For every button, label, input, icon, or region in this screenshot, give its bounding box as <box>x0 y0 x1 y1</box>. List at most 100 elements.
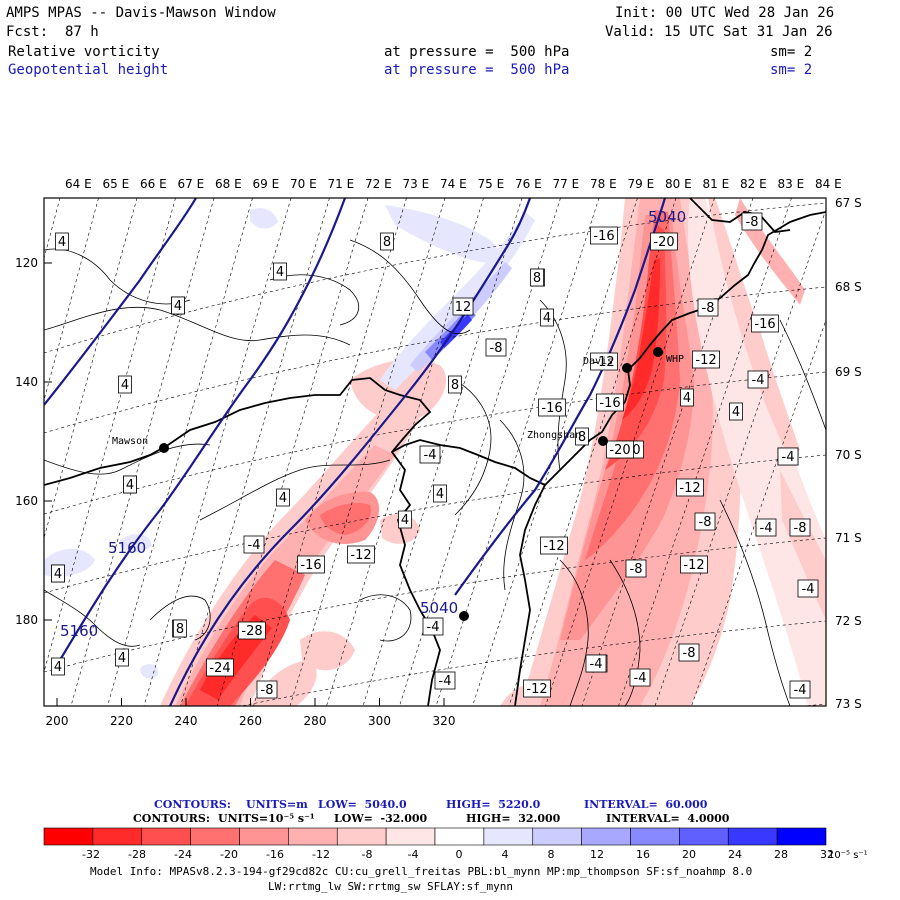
field2-name: Geopotential height <box>8 62 169 78</box>
longitude-line <box>545 198 715 706</box>
vorticity-contour <box>269 274 360 326</box>
vorticity-contour <box>609 559 641 706</box>
vorticity-label: -20 <box>650 232 678 251</box>
svg-text:-8: -8 <box>630 562 643 577</box>
vorticity-label: -12 <box>676 478 704 497</box>
svg-text:-12: -12 <box>695 353 716 368</box>
colorbar-label: -32 <box>82 848 100 861</box>
svg-text:-12: -12 <box>526 682 547 697</box>
svg-text:-20: -20 <box>653 235 674 250</box>
vorticity-label: -8 <box>697 298 719 317</box>
longitude-line <box>180 198 330 706</box>
longitude-label: 81 E <box>703 177 730 191</box>
svg-text:-4: -4 <box>782 450 795 465</box>
height-contour <box>454 198 667 596</box>
vorticity-label: -4 <box>422 617 444 636</box>
svg-text:4: 4 <box>543 311 551 326</box>
vorticity-label: -4 <box>434 671 456 690</box>
x-tick-label: 280 <box>304 714 327 728</box>
field2-smoothing: sm= 2 <box>770 62 813 78</box>
x-tick-label: 320 <box>433 714 456 728</box>
longitude-label: 72 E <box>365 177 392 191</box>
colorbar-swatch <box>92 827 143 846</box>
svg-text:-16: -16 <box>593 229 614 244</box>
vorticity-label: -4 <box>419 445 441 464</box>
vort-contour-low: LOW= -32.000 <box>334 812 428 825</box>
plot-frame <box>43 197 827 707</box>
colorbar-label: 4 <box>502 848 509 861</box>
vorticity-label: 4 <box>680 388 694 407</box>
longitude-label: 67 E <box>178 177 205 191</box>
colorbar-label: -28 <box>128 848 146 861</box>
longitude-line <box>216 198 369 706</box>
vorticity-label: 4 <box>729 402 743 421</box>
vorticity-label: 12 <box>452 297 474 316</box>
vorticity-label: 4 <box>118 375 132 394</box>
colorbar-swatch <box>581 827 631 846</box>
svg-text:-8: -8 <box>683 646 696 661</box>
vorticity-contour <box>44 248 191 305</box>
vorticity-label: -24 <box>206 658 234 677</box>
svg-text:-12: -12 <box>679 481 700 496</box>
svg-text:4: 4 <box>732 405 740 420</box>
longitude-label: 71 E <box>328 177 355 191</box>
height-contour-interval: INTERVAL= 60.000 <box>584 798 708 811</box>
station-dot-icon <box>159 443 169 453</box>
height-label: 5040 <box>420 599 458 617</box>
colorbar-label: -16 <box>266 848 284 861</box>
y-tick-label: 140 <box>15 375 38 389</box>
svg-text:-4: -4 <box>794 683 807 698</box>
vorticity-label: -8 <box>789 518 811 537</box>
vorticity-label: -12 <box>590 352 618 371</box>
vorticity-shading <box>622 258 660 420</box>
svg-text:-12: -12 <box>593 355 614 370</box>
longitude-label: 76 E <box>515 177 542 191</box>
svg-text:4: 4 <box>54 660 62 675</box>
svg-text:-28: -28 <box>241 624 262 639</box>
vorticity-label: -20 <box>606 440 634 459</box>
height-label: 5160 <box>60 622 98 640</box>
colorbar-swatch <box>43 827 94 846</box>
longitude-label: 79 E <box>628 177 655 191</box>
svg-text:-12: -12 <box>350 548 371 563</box>
vorticity-shading <box>385 205 499 263</box>
colorbar-label: 16 <box>636 848 650 861</box>
colorbar-swatch <box>532 827 582 846</box>
model-info-line1: Model Info: MPASv8.2.3-194-gf29cd82c CU:… <box>90 865 753 878</box>
latitude-label: 72 S <box>835 614 862 628</box>
longitude-line <box>289 198 446 706</box>
vorticity-label: -8 <box>741 212 763 231</box>
height-label: 5160 <box>108 539 146 557</box>
colorbar-swatch <box>239 827 289 846</box>
colorbar-label: -4 <box>408 848 419 861</box>
x-tick-label: 240 <box>175 714 198 728</box>
vorticity-label: -4 <box>755 518 777 537</box>
svg-text:4: 4 <box>436 487 444 502</box>
vorticity-label: 8 <box>530 268 544 287</box>
height-contour-units: UNITS=m <box>246 798 308 811</box>
vorticity-label: -16 <box>596 393 624 412</box>
svg-text:4: 4 <box>174 299 182 314</box>
colorbar-units: 10⁻⁵ s⁻¹ <box>828 850 868 861</box>
latitude-line <box>44 202 826 354</box>
vorticity-label: 4 <box>123 475 137 494</box>
vorticity-contour <box>44 306 351 346</box>
vorticity-label: -4 <box>629 668 651 687</box>
svg-text:-16: -16 <box>300 558 321 573</box>
colorbar-label: 20 <box>682 848 696 861</box>
field1-name: Relative vorticity <box>8 44 160 60</box>
station-label: Davis <box>583 356 613 367</box>
longitude-line <box>581 198 754 706</box>
svg-text:8: 8 <box>176 622 184 637</box>
svg-text:-4: -4 <box>427 620 440 635</box>
vorticity-label: -4 <box>585 654 607 673</box>
field1-level: at pressure = 500 hPa <box>384 44 570 60</box>
vorticity-label: -16 <box>297 555 325 574</box>
latitude-label: 67 S <box>835 196 862 210</box>
y-tick-label: 160 <box>15 494 38 508</box>
vorticity-label: 4 <box>433 484 447 503</box>
svg-text:4: 4 <box>54 567 62 582</box>
height-contour-high: HIGH= 5220.0 <box>446 798 541 811</box>
latitude-line <box>44 454 826 594</box>
